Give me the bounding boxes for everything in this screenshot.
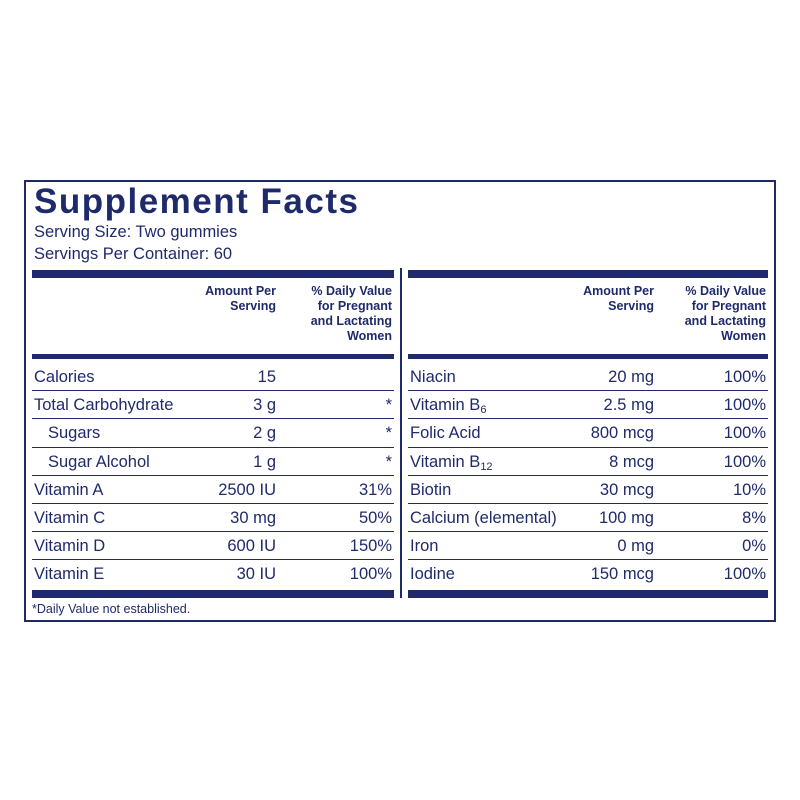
nutrient-amount: 2.5 mg [603,396,654,415]
nutrient-row: Sugars 2 g * [32,419,394,448]
nutrient-amount: 0 mg [617,537,654,556]
nutrient-row: Iodine 150 mcg 100% [408,560,768,588]
nutrient-name: Vitamin B12 [410,452,493,473]
amount-header: Amount Per Serving [205,284,276,313]
bottom-bar [32,590,394,598]
nutrient-name: Vitamin A [34,480,104,499]
nutrient-name: Sugar Alcohol [48,452,150,471]
nutrient-name: Vitamin C [34,508,106,527]
nutrient-daily-value: 8% [742,508,766,527]
nutrient-row: Iron 0 mg 0% [408,532,768,561]
nutrient-amount: 150 mcg [590,565,654,584]
nutrient-name: Iodine [410,565,455,584]
daily-value-header: % Daily Value for Pregnant and Lactating… [310,284,392,343]
nutrient-amount: 2500 IU [218,480,276,499]
nutrient-daily-value: 100% [723,452,766,471]
supplement-facts-panel: Supplement Facts Serving Size: Two gummi… [24,180,776,622]
daily-value-header: % Daily Value for Pregnant and Lactating… [684,284,766,343]
header-bar [32,354,394,359]
panel-title: Supplement Facts [34,182,360,221]
nutrient-name: Vitamin D [34,537,106,556]
nutrient-name: Total Carbohydrate [34,396,174,415]
nutrient-daily-value: 100% [723,396,766,415]
serving-size: Serving Size: Two gummies [34,223,238,241]
nutrient-name: Sugars [48,424,101,443]
top-bar [32,270,394,278]
nutrient-daily-value: 150% [349,537,392,556]
nutrient-daily-value: * [385,396,392,415]
nutrient-row: Vitamin B12 8 mcg 100% [408,448,768,476]
nutrient-name: Calcium (elemental) [410,508,557,527]
nutrient-subscript: 12 [480,460,493,473]
nutrient-amount: 8 mcg [609,452,654,471]
nutrient-row: Vitamin D 600 IU 150% [32,532,394,561]
nutrient-amount: 600 IU [227,537,276,556]
left-rows: Calories 15 Total Carbohydrate 3 g * Sugars 2 … [32,363,394,589]
nutrient-daily-value: 10% [732,480,766,499]
nutrient-row: Vitamin E 30 IU 100% [32,560,394,588]
nutrient-amount: 3 g [253,396,276,415]
nutrient-row: Biotin 30 mcg 10% [408,476,768,504]
column-divider [400,268,402,598]
nutrient-row: Total Carbohydrate 3 g * [32,391,394,420]
nutrient-subscript: 6 [480,404,487,417]
nutrient-name: Vitamin E [34,565,105,584]
nutrient-row: Sugar Alcohol 1 g * [32,448,394,476]
servings-per-container: Servings Per Container: 60 [34,245,233,263]
nutrient-daily-value: * [385,424,392,443]
bottom-bar [408,590,768,598]
nutrient-amount: 30 mcg [599,480,654,499]
nutrient-daily-value: 31% [358,480,392,499]
nutrient-daily-value: 100% [349,565,392,584]
nutrient-name: Calories [34,368,95,386]
nutrient-row: Vitamin B6 2.5 mg 100% [408,391,768,420]
nutrient-amount: 30 mg [230,508,276,527]
top-bar [408,270,768,278]
nutrient-name: Biotin [410,480,452,499]
nutrient-daily-value: 100% [723,368,766,386]
nutrient-row: Vitamin C 30 mg 50% [32,504,394,533]
nutrient-name: Folic Acid [410,424,481,443]
nutrient-daily-value: 100% [723,424,766,443]
amount-header: Amount Per Serving [583,284,654,313]
nutrient-row: Calcium (elemental) 100 mg 8% [408,504,768,533]
nutrient-daily-value: * [385,452,392,471]
nutrient-amount: 2 g [253,424,276,443]
header-bar [408,354,768,359]
right-rows: Niacin 20 mg 100% Vitamin B6 2.5 mg 100% Folic… [408,363,768,589]
nutrient-name: Iron [410,537,439,556]
nutrient-amount: 800 mcg [590,424,654,443]
nutrient-amount: 15 [257,368,276,386]
nutrient-row: Calories 15 [32,363,394,392]
nutrient-row: Folic Acid 800 mcg 100% [408,419,768,448]
nutrient-row: Niacin 20 mg 100% [408,363,768,392]
nutrient-amount: 100 mg [598,508,654,527]
nutrient-amount: 30 IU [236,565,276,584]
nutrient-name: Niacin [410,368,456,386]
nutrient-daily-value: 100% [723,565,766,584]
nutrient-daily-value: 50% [358,508,392,527]
nutrient-amount: 1 g [253,452,276,471]
footnote: *Daily Value not established. [32,602,191,616]
nutrient-amount: 20 mg [608,368,654,386]
nutrient-daily-value: 0% [742,537,766,556]
nutrient-name: Vitamin B6 [410,396,487,417]
nutrient-row: Vitamin A 2500 IU 31% [32,476,394,504]
